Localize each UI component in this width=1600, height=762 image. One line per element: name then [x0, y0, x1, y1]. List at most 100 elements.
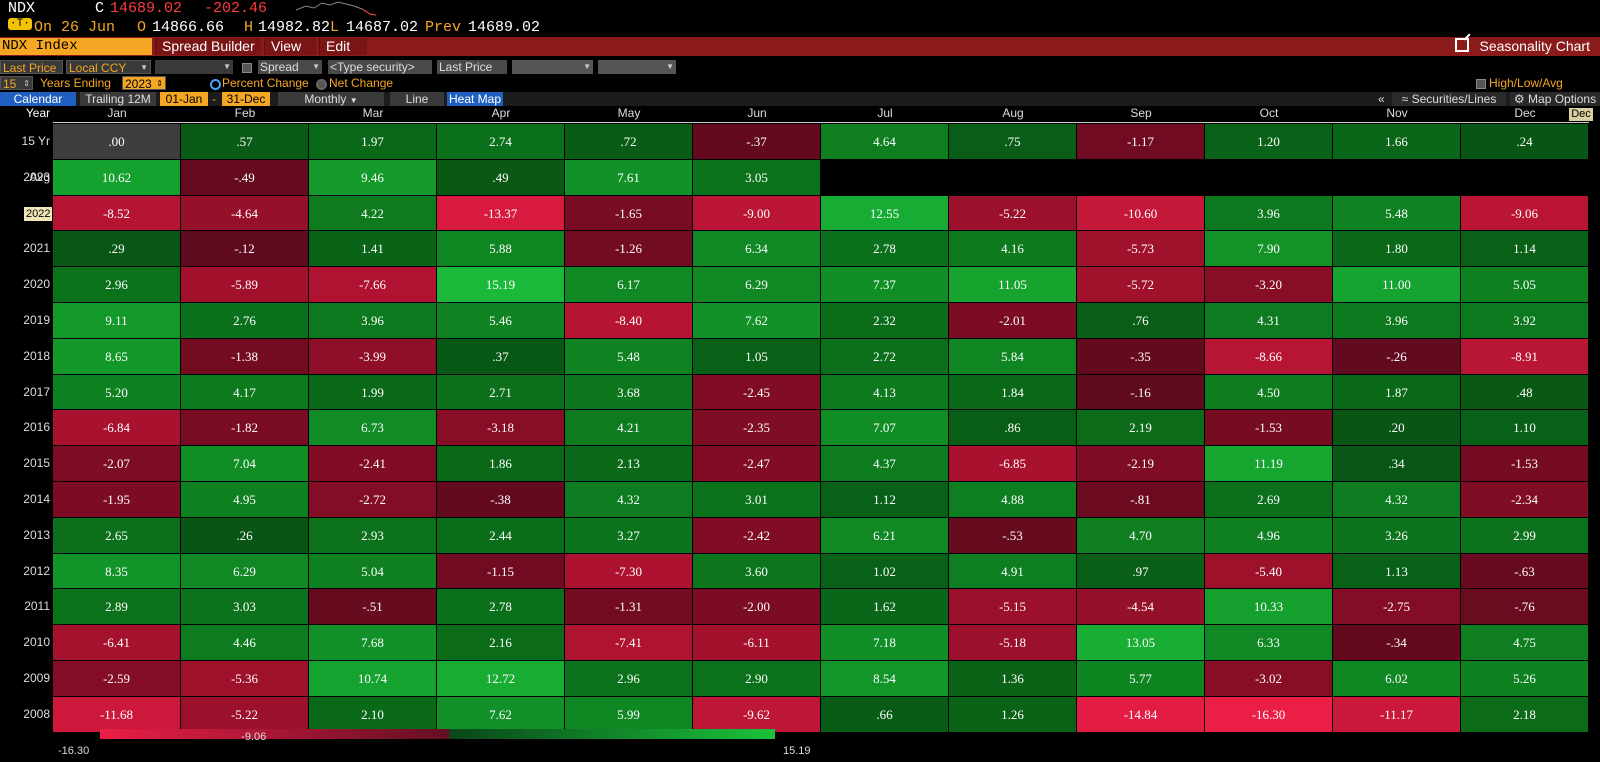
securities-lines-button[interactable]: ≈ Securities/Lines	[1392, 92, 1506, 106]
heat-cell[interactable]: 5.84	[949, 338, 1077, 375]
heat-cell[interactable]: 4.88	[949, 482, 1077, 518]
heat-cell[interactable]: 5.77	[1077, 661, 1205, 697]
heat-cell[interactable]: -7.66	[309, 267, 437, 303]
spread-select[interactable]: Spread ▼	[258, 60, 322, 74]
heat-cell[interactable]: 2.71	[437, 374, 565, 411]
heat-cell[interactable]: 2.96	[565, 661, 693, 697]
heat-cell[interactable]: 5.48	[565, 338, 693, 375]
heat-cell[interactable]: 2.32	[821, 303, 949, 339]
heat-cell[interactable]: -4.54	[1077, 589, 1205, 626]
heat-cell[interactable]: 1.02	[821, 553, 949, 590]
heat-cell[interactable]: 7.04	[181, 446, 309, 482]
heat-cell[interactable]: 5.26	[1461, 661, 1589, 697]
heat-cell[interactable]: 2.18	[1461, 696, 1589, 733]
heat-cell[interactable]: 11.00	[1333, 267, 1461, 303]
heat-cell[interactable]: .26	[181, 517, 309, 554]
heat-cell[interactable]: 1.99	[309, 374, 437, 411]
view-menu[interactable]: View ▼	[264, 38, 316, 70]
heat-cell[interactable]: 3.60	[693, 553, 821, 590]
period-select[interactable]: Monthly ▼	[278, 92, 384, 106]
tab-calendar-year[interactable]: Calendar Year	[0, 92, 76, 120]
heat-cell[interactable]: -2.47	[693, 446, 821, 482]
heat-cell[interactable]: 11.05	[949, 267, 1077, 303]
heat-cell[interactable]: 5.99	[565, 696, 693, 733]
heat-cell[interactable]: 4.91	[949, 553, 1077, 590]
heat-cell[interactable]: 4.96	[1205, 517, 1333, 554]
heat-cell[interactable]: 4.64	[821, 124, 949, 160]
heat-cell[interactable]: 4.95	[181, 482, 309, 518]
heat-cell[interactable]: -3.99	[309, 338, 437, 375]
heat-cell[interactable]: -9.62	[693, 696, 821, 733]
heat-cell[interactable]: 9.46	[309, 159, 437, 196]
heat-cell[interactable]: -.49	[181, 159, 309, 196]
heat-cell[interactable]: -8.52	[53, 195, 181, 232]
heat-cell[interactable]: 2.99	[1461, 517, 1589, 554]
heat-cell[interactable]: 15.19	[437, 267, 565, 303]
heat-cell[interactable]: -8.66	[1205, 338, 1333, 375]
heat-cell[interactable]: -.12	[181, 231, 309, 268]
heat-cell[interactable]: 2.93	[309, 517, 437, 554]
heat-cell[interactable]: -14.84	[1077, 696, 1205, 733]
heat-cell[interactable]: -1.26	[565, 231, 693, 268]
heat-cell[interactable]: 4.46	[181, 625, 309, 661]
heat-cell[interactable]: .66	[821, 696, 949, 733]
heat-cell[interactable]: -5.36	[181, 661, 309, 697]
heat-cell[interactable]: 7.62	[693, 303, 821, 339]
heat-cell[interactable]: 9.11	[53, 303, 181, 339]
heat-cell[interactable]: 4.17	[181, 374, 309, 411]
heat-cell[interactable]: -2.42	[693, 517, 821, 554]
heat-cell[interactable]: -11.68	[53, 696, 181, 733]
heat-cell[interactable]: 3.96	[1333, 303, 1461, 339]
heat-cell[interactable]: .49	[437, 159, 565, 196]
heat-cell[interactable]: -.76	[1461, 589, 1589, 626]
heat-cell[interactable]: 7.68	[309, 625, 437, 661]
heat-cell[interactable]: 1.62	[821, 589, 949, 626]
percent-change-radio[interactable]	[210, 79, 221, 90]
heat-cell[interactable]: -11.17	[1333, 696, 1461, 733]
heat-cell[interactable]: 7.37	[821, 267, 949, 303]
heat-cell[interactable]: -2.00	[693, 589, 821, 626]
heat-cell[interactable]: 4.37	[821, 446, 949, 482]
heat-cell[interactable]: -9.00	[693, 195, 821, 232]
heat-cell[interactable]: 4.31	[1205, 303, 1333, 339]
heat-cell[interactable]: 3.96	[1205, 195, 1333, 232]
heat-cell[interactable]: 1.20	[1205, 124, 1333, 160]
external-window-icon[interactable]	[1455, 38, 1470, 52]
heat-cell[interactable]: 1.41	[309, 231, 437, 268]
heat-cell[interactable]: -5.89	[181, 267, 309, 303]
heat-cell[interactable]: 7.90	[1205, 231, 1333, 268]
heat-cell[interactable]: 6.29	[693, 267, 821, 303]
heat-cell[interactable]: .29	[53, 231, 181, 268]
spread-field-select[interactable]: Last Price	[437, 60, 507, 74]
heat-cell[interactable]: -.63	[1461, 553, 1589, 590]
heat-cell[interactable]: 11.19	[1205, 446, 1333, 482]
heat-cell[interactable]: -.37	[693, 124, 821, 160]
heat-cell[interactable]: 4.50	[1205, 374, 1333, 411]
heat-cell[interactable]: 3.96	[309, 303, 437, 339]
start-date-input[interactable]: 01-Jan	[160, 92, 208, 106]
heat-cell[interactable]: 8.54	[821, 661, 949, 697]
heat-cell[interactable]: -13.37	[437, 195, 565, 232]
heat-cell[interactable]: -1.65	[565, 195, 693, 232]
heat-cell[interactable]: .37	[437, 338, 565, 375]
heat-cell[interactable]: -1.82	[181, 410, 309, 447]
heat-cell[interactable]: 2.90	[693, 661, 821, 697]
heat-cell[interactable]: 7.18	[821, 625, 949, 661]
heat-cell[interactable]: -1.17	[1077, 124, 1205, 160]
heat-cell[interactable]: -4.64	[181, 195, 309, 232]
heat-cell[interactable]: 2.74	[437, 124, 565, 160]
heat-cell[interactable]: 2.78	[437, 589, 565, 626]
heat-cell[interactable]: 6.02	[1333, 661, 1461, 697]
heat-cell[interactable]: -9.06	[1461, 195, 1589, 232]
heat-cell[interactable]: 3.27	[565, 517, 693, 554]
heat-cell[interactable]: -2.41	[309, 446, 437, 482]
blank-select-1[interactable]: ▼	[155, 60, 233, 74]
heat-cell[interactable]: .24	[1461, 124, 1589, 160]
heat-cell[interactable]: 12.72	[437, 661, 565, 697]
heat-cell[interactable]: .97	[1077, 553, 1205, 590]
heat-cell[interactable]: -6.11	[693, 625, 821, 661]
heat-cell[interactable]: 4.21	[565, 410, 693, 447]
heat-cell[interactable]: -2.75	[1333, 589, 1461, 626]
heat-cell[interactable]: -.81	[1077, 482, 1205, 518]
heat-cell[interactable]: -10.60	[1077, 195, 1205, 232]
